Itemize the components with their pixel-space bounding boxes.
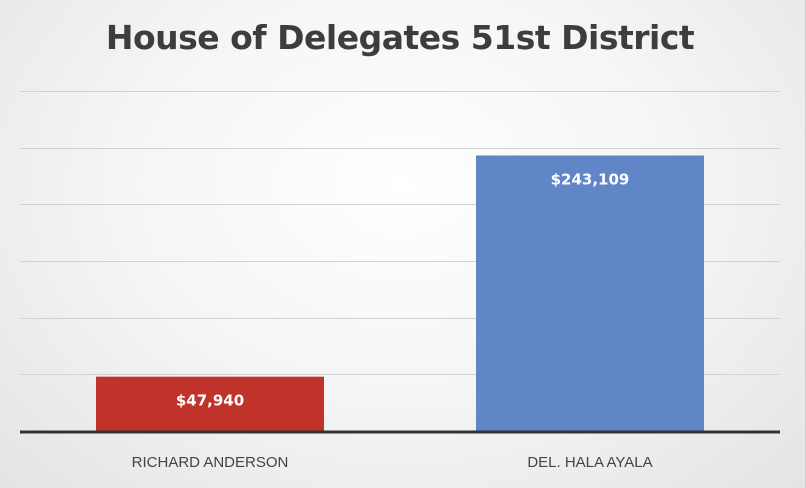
chart-title: House of Delegates 51st District xyxy=(105,18,695,57)
category-label-2: DEL. HALA AYALA xyxy=(527,454,652,471)
bar-1 xyxy=(96,376,324,431)
category-label-1: RICHARD ANDERSON xyxy=(132,454,289,471)
data-label-2: $243,109 xyxy=(551,170,630,188)
data-label-1: $47,940 xyxy=(176,392,244,410)
bar-2 xyxy=(476,155,704,431)
